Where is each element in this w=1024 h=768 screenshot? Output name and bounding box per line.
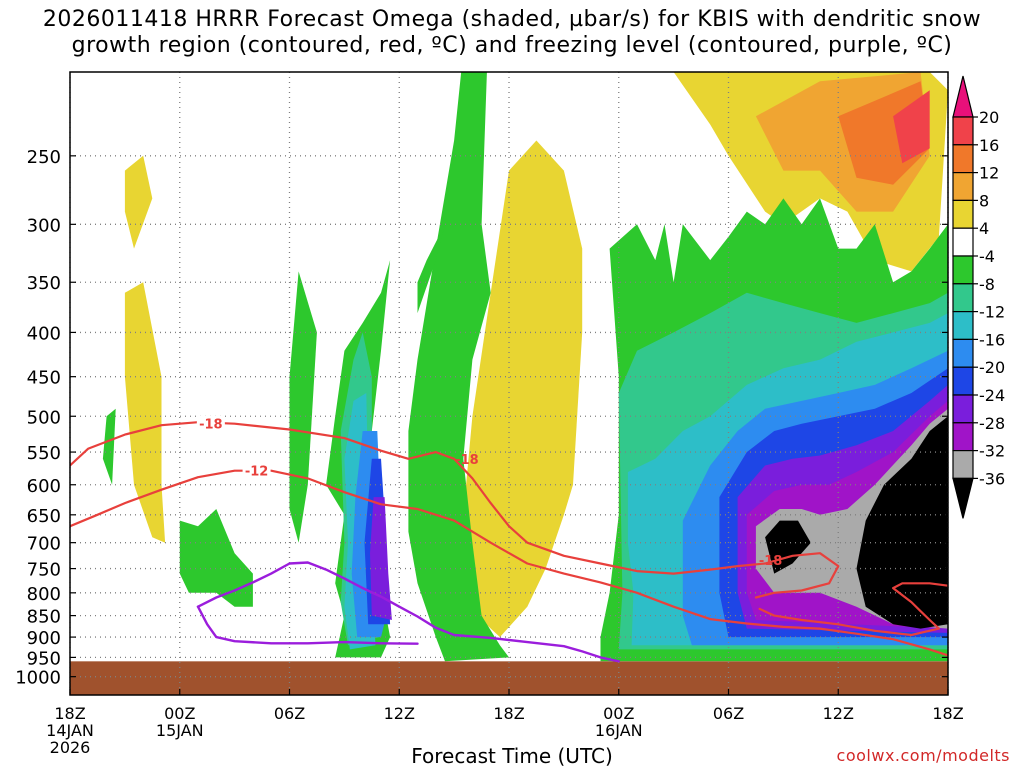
- y-tick-label-700: 700: [27, 534, 61, 555]
- omega-region-5: [124, 282, 166, 543]
- colorbar-segment-3: [952, 199, 974, 229]
- x-tick-label-6-1: 15JAN: [156, 721, 204, 740]
- colorbar-label-7: -12: [979, 303, 1005, 322]
- contour-line-4: [196, 605, 419, 645]
- temperature-contours: -18 -12 -18 -18: [70, 415, 948, 663]
- y-tick-label-250: 250: [27, 147, 61, 168]
- omega-region-6: [463, 140, 583, 638]
- colorbar-label-3: 8: [979, 191, 989, 210]
- colorbar-segment-12: [952, 450, 974, 480]
- omega-region-27: [856, 416, 948, 629]
- omega-region-4: [124, 155, 153, 249]
- x-tick-label-30-1: 16JAN: [595, 721, 643, 740]
- colorbar-segment-9: [952, 366, 974, 396]
- omega-region-11: [289, 271, 317, 543]
- omega-region-8: [417, 224, 445, 314]
- colorbar-segment-11: [952, 422, 974, 452]
- colorbar-segment-8: [952, 338, 974, 368]
- x-tick-label-42-0: 12Z: [823, 704, 854, 723]
- colorbar-label-10: -24: [979, 386, 1005, 405]
- y-tick-label-600: 600: [27, 476, 61, 497]
- x-tick-label-0-0: 18Z: [54, 704, 85, 723]
- x-tick-label-12-0: 06Z: [274, 704, 305, 723]
- colorbar-label-1: 16: [979, 136, 999, 155]
- contour-label-bg-1: [242, 462, 271, 479]
- colorbar-segment-1: [952, 144, 974, 174]
- y-tick-label-750: 750: [27, 560, 61, 581]
- x-axis-label: Forecast Time (UTC): [411, 744, 613, 768]
- contour-label-1: -12: [245, 465, 269, 480]
- colorbar-label-9: -20: [979, 358, 1005, 377]
- x-tick-label-18-0: 12Z: [384, 704, 415, 723]
- contour-line-0: [70, 421, 840, 599]
- contour-label-bg-0: [196, 415, 225, 432]
- y-tick-label-950: 950: [27, 648, 61, 669]
- y-tick-label-900: 900: [27, 628, 61, 649]
- colorbar-label-13: -36: [979, 469, 1005, 488]
- colorbar-label-12: -32: [979, 442, 1005, 461]
- colorbar-segment-7: [952, 311, 974, 341]
- colorbar-label-0: 20: [979, 108, 999, 127]
- colorbar-label-5: -4: [979, 247, 995, 266]
- y-tick-label-800: 800: [27, 584, 61, 605]
- colorbar-segment-4: [952, 227, 974, 257]
- x-tick-label-36-0: 06Z: [713, 704, 744, 723]
- colorbar-segment-5: [952, 255, 974, 285]
- omega-colorbar: 20 16 12 8 4 -4 -8 -12 -16 -20 -24 -28 -32 -36: [952, 75, 1005, 519]
- colorbar-segment-2: [952, 172, 974, 202]
- colorbar-bottom-arrow: [952, 477, 974, 519]
- y-tick-label-400: 400: [27, 323, 61, 344]
- contour-line-2: [758, 582, 948, 637]
- y-tick-label-850: 850: [27, 607, 61, 628]
- x-tick-label-6-0: 00Z: [164, 704, 195, 723]
- colorbar-label-4: 4: [979, 219, 989, 238]
- x-tick-label-24-0: 18Z: [493, 704, 524, 723]
- colorbar-segment-0: [952, 116, 974, 146]
- contour-label-extra-1: -18: [759, 554, 783, 569]
- y-tick-label-500: 500: [27, 407, 61, 428]
- colorbar-segment-6: [952, 283, 974, 313]
- x-tick-label-48-0: 18Z: [932, 704, 963, 723]
- site-credit: coolwx.com/modelts: [836, 746, 1010, 765]
- omega-region-9: [102, 408, 116, 485]
- y-tick-label-450: 450: [27, 368, 61, 389]
- contour-label-extra-0: -18: [455, 453, 479, 468]
- contour-label-0: -18: [199, 418, 223, 433]
- y-tick-label-650: 650: [27, 506, 61, 527]
- y-tick-label-350: 350: [27, 273, 61, 294]
- chart-title-line-1: 2026011418 HRRR Forecast Omega (shaded, …: [42, 7, 982, 32]
- x-tick-label-30-0: 00Z: [603, 704, 634, 723]
- colorbar-label-2: 12: [979, 164, 999, 183]
- x-tick-label-0-1: 14JAN: [46, 721, 94, 740]
- y-tick-label-1000: 1000: [15, 668, 61, 689]
- y-axis: 2503003504004505005506006507007508008509…: [15, 147, 948, 689]
- omega-region-18: [370, 497, 392, 620]
- contour-line-3: [196, 561, 620, 663]
- contour-line-1: [70, 469, 948, 657]
- omega-region-3: [893, 90, 930, 164]
- colorbar-segment-10: [952, 394, 974, 424]
- omega-region-10: [179, 509, 253, 607]
- y-tick-label-550: 550: [27, 443, 61, 464]
- y-tick-label-300: 300: [27, 215, 61, 236]
- x-tick-label-0-2: 2026: [50, 738, 91, 757]
- colorbar-label-8: -16: [979, 330, 1005, 349]
- colorbar-label-11: -28: [979, 414, 1005, 433]
- chart-title-line-2: growth region (contoured, red, ºC) and f…: [71, 33, 953, 58]
- colorbar-top-arrow: [952, 75, 974, 118]
- colorbar-label-6: -8: [979, 275, 995, 294]
